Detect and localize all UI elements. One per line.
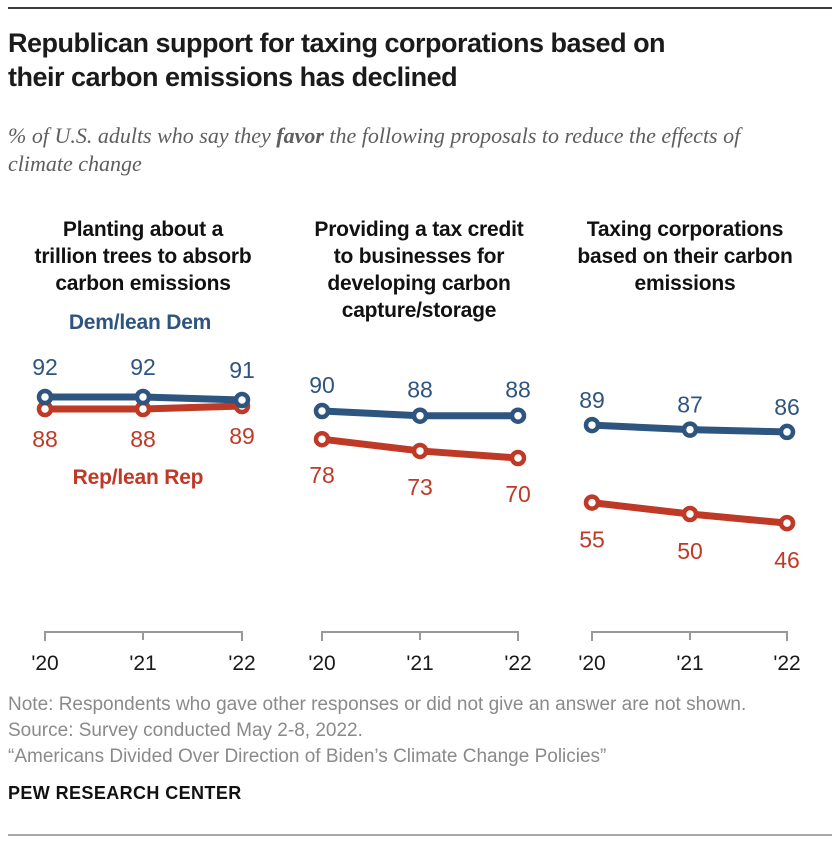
- dem-value-label: 92: [130, 354, 156, 380]
- dem-data-point-marker: [583, 416, 601, 434]
- panel-title-tax-credit: Providing a tax credit to businesses for…: [314, 218, 524, 322]
- rep-value-label: 78: [309, 462, 335, 488]
- x-tick-label: '21: [676, 652, 703, 675]
- note-text: Note: Respondents who gave other respons…: [8, 694, 747, 715]
- dem-value-label: 86: [774, 394, 800, 420]
- rep-data-point-marker: [411, 442, 429, 460]
- rep-data-point-marker: [509, 449, 527, 467]
- bottom-divider: [8, 834, 832, 836]
- chart-subtitle: % of U.S. adults who say they favor the …: [8, 122, 778, 178]
- legend-rep-label: Rep/lean Rep: [72, 466, 204, 489]
- x-tick-label: '20: [578, 652, 605, 675]
- rep-value-label: 89: [229, 423, 255, 449]
- panel-title-trees: Planting about a trillion trees to absor…: [34, 218, 252, 295]
- dem-value-label: 91: [229, 357, 255, 383]
- dem-value-label: 90: [309, 372, 335, 398]
- dem-value-label: 88: [505, 377, 531, 403]
- rep-value-label: 50: [677, 538, 703, 564]
- rep-data-point-marker: [583, 494, 601, 511]
- dem-data-point-marker: [681, 421, 699, 438]
- subtitle-emphasis: favor: [276, 123, 324, 148]
- dem-value-label: 89: [579, 387, 605, 413]
- rep-value-label: 70: [505, 481, 531, 507]
- x-tick-label: '22: [773, 652, 800, 675]
- panel-title-taxing-corporations: Taxing corporations based on their carbo…: [577, 218, 793, 295]
- dem-data-point-marker: [233, 391, 251, 409]
- subtitle-text-cont: the following proposals to reduce the ef…: [8, 123, 741, 176]
- rep-data-point-marker: [313, 430, 331, 448]
- x-tick-label: '22: [228, 652, 255, 675]
- rep-data-point-marker: [681, 505, 699, 523]
- subtitle-text: % of U.S. adults who say they: [8, 123, 277, 148]
- rep-value-label: 88: [32, 426, 58, 452]
- x-tick-label: '21: [129, 652, 156, 675]
- dem-data-point-marker: [313, 402, 331, 420]
- x-tick-label: '21: [406, 652, 433, 675]
- x-axis: [44, 631, 243, 641]
- x-axis: [591, 631, 788, 641]
- dem-data-point-marker: [509, 407, 527, 424]
- dem-value-label: 88: [407, 377, 433, 403]
- x-axis: [321, 631, 519, 641]
- rep-value-label: 55: [579, 527, 605, 553]
- page-title: Republican support for taxing corporatio…: [8, 28, 666, 92]
- x-tick-label: '20: [308, 652, 335, 675]
- top-divider: [8, 7, 832, 9]
- rep-value-label: 46: [774, 547, 800, 573]
- rep-data-point-marker: [778, 514, 796, 532]
- dem-value-label: 92: [32, 354, 58, 380]
- x-tick-label: '20: [31, 652, 58, 675]
- dem-value-label: 87: [677, 392, 703, 418]
- legend-dem-label: Dem/lean Dem: [68, 311, 212, 334]
- pew-research-center-wordmark: PEW RESEARCH CENTER: [8, 783, 242, 803]
- source-text: Source: Survey conducted May 2-8, 2022.: [8, 720, 363, 741]
- report-title-text: “Americans Divided Over Direction of Bid…: [8, 746, 607, 767]
- dem-data-point-marker: [36, 388, 54, 406]
- dem-data-point-marker: [411, 407, 429, 424]
- rep-value-label: 88: [130, 426, 156, 452]
- rep-value-label: 73: [407, 474, 433, 500]
- dem-data-point-marker: [778, 423, 796, 441]
- dem-data-point-marker: [134, 388, 152, 406]
- x-tick-label: '22: [504, 652, 531, 675]
